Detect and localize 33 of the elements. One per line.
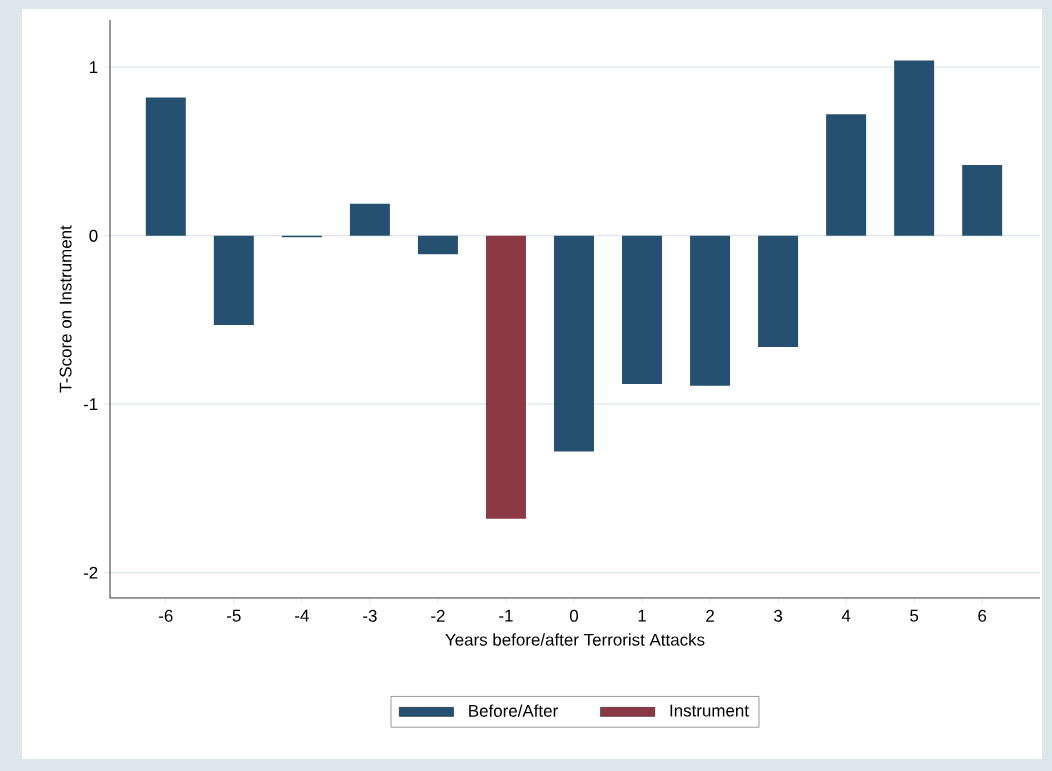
bar (145, 97, 186, 236)
legend-label: Before/After (469, 704, 558, 717)
x-tick-label: 6 (978, 609, 987, 622)
bar (349, 203, 390, 236)
x-tick-label: -3 (363, 609, 377, 622)
x-tick-label: -1 (499, 609, 513, 622)
bar (553, 235, 594, 452)
x-tick-label: 4 (841, 609, 851, 622)
bar (213, 235, 254, 325)
x-tick-label: -5 (227, 609, 241, 622)
bar (962, 164, 1003, 236)
x-tick-label: -4 (295, 609, 309, 622)
legend-label: Instrument (670, 704, 749, 717)
x-tick-label: -6 (159, 609, 173, 622)
y-axis-title: T-Score on Instrument (59, 225, 72, 393)
y-tick-label: 0 (89, 229, 98, 242)
bar (622, 235, 663, 384)
bar (826, 114, 867, 236)
bar (758, 235, 799, 347)
bar (690, 235, 731, 386)
x-tick-label: 2 (706, 609, 714, 622)
bar (894, 60, 935, 236)
x-tick-label: -2 (431, 609, 445, 622)
y-tick-label: -2 (83, 566, 98, 579)
bar (417, 235, 458, 255)
y-tick-label: 1 (90, 61, 98, 73)
y-tick-label: -1 (83, 398, 98, 411)
x-axis-title: Years before/after Terrorist Attacks (445, 633, 705, 646)
x-tick-label: 0 (569, 609, 579, 622)
x-tick-label: 3 (774, 609, 783, 622)
x-tick-label: 1 (638, 609, 646, 622)
bar (485, 235, 526, 519)
x-tick-label: 5 (910, 609, 919, 622)
